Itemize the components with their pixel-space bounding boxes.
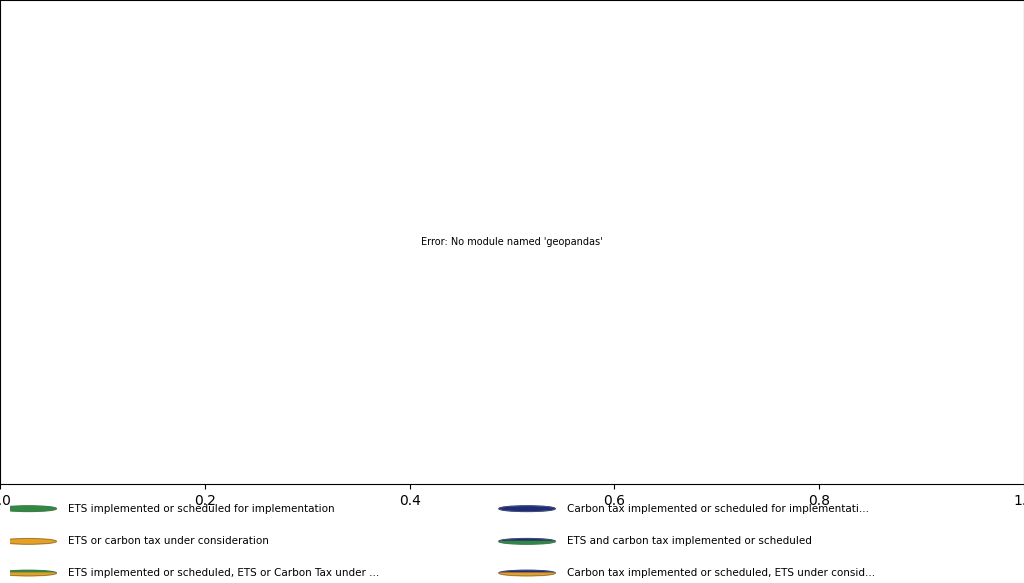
Circle shape	[0, 539, 56, 544]
Text: Carbon tax implemented or scheduled for implementati...: Carbon tax implemented or scheduled for …	[567, 504, 869, 514]
Text: Carbon tax implemented or scheduled, ETS under consid...: Carbon tax implemented or scheduled, ETS…	[567, 568, 876, 578]
Text: Error: No module named 'geopandas': Error: No module named 'geopandas'	[421, 237, 603, 247]
Wedge shape	[499, 573, 555, 576]
Circle shape	[499, 506, 555, 511]
Text: ETS and carbon tax implemented or scheduled: ETS and carbon tax implemented or schedu…	[567, 536, 812, 546]
Wedge shape	[0, 573, 56, 576]
Text: ETS implemented or scheduled for implementation: ETS implemented or scheduled for impleme…	[69, 504, 335, 514]
Wedge shape	[499, 542, 555, 544]
Text: ETS or carbon tax under consideration: ETS or carbon tax under consideration	[69, 536, 269, 546]
Text: ETS implemented or scheduled, ETS or Carbon Tax under ...: ETS implemented or scheduled, ETS or Car…	[69, 568, 380, 578]
Wedge shape	[0, 570, 56, 573]
Wedge shape	[499, 539, 555, 542]
Circle shape	[0, 506, 56, 511]
Wedge shape	[499, 570, 555, 573]
